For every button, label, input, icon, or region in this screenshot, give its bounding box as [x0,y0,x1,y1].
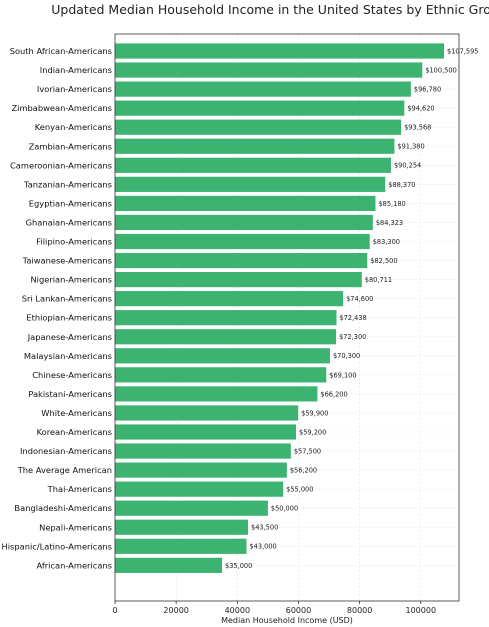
category-label: Sri Lankan-Americans [22,294,112,304]
bar [115,500,268,516]
category-label: Kenyan-Americans [35,122,112,132]
category-label: Thai-Americans [47,484,112,494]
bar-value-label: $84,323 [376,219,403,227]
x-axis-label: Median Household Income (USD) [221,616,353,625]
category-label: Bangladeshi-Americans [14,503,112,513]
x-tick-layer: 0 20000 40000 60000 80000 100000 [112,601,436,615]
x-tick-label: 40000 [225,606,250,615]
bar [115,176,386,192]
bar [115,195,376,211]
bar-layer [115,43,445,573]
category-label-layer: South African-Americans Indian-Americans I… [1,46,112,570]
category-label: Indian-Americans [40,65,112,75]
bar [115,310,337,326]
bar-value-label: $50,000 [271,505,298,513]
value-label-layer: $107,595 $100,500 $96,780 $94,620 $93,568 $91… [225,47,478,569]
category-label: Pakistani-Americans [28,389,112,399]
bar-value-label: $43,500 [251,524,278,532]
category-label: Ethiopian-Americans [26,313,112,323]
x-tick-label: 100000 [406,606,437,615]
bar-value-label: $83,300 [373,238,400,246]
bar-value-label: $100,500 [425,66,456,74]
category-label: Cameroonian-Americans [10,160,112,170]
category-label: Filipino-Americans [36,237,112,247]
category-label: Zimbabwean-Americans [11,103,112,113]
bar-value-label: $96,780 [414,86,441,94]
bar-value-label: $69,100 [329,371,356,379]
category-label: Taiwanese-Americans [22,256,112,266]
bar-value-label: $59,900 [301,409,328,417]
bar-value-label: $91,380 [397,143,424,151]
bar [115,424,297,440]
category-label: Malaysian-Americans [24,351,112,361]
category-label: Ivorian-Americans [37,84,112,94]
x-tick-label: 0 [112,606,117,615]
bar-value-label: $90,254 [394,162,421,170]
bar [115,405,299,421]
bar [115,81,411,97]
bar-value-label: $85,180 [378,200,405,208]
bar [115,138,395,154]
bar [115,443,291,459]
bar-value-label: $43,000 [249,543,276,551]
bar-value-label: $72,300 [339,333,366,341]
category-label: The Average American [17,465,112,475]
bar [115,100,405,116]
bar [115,367,327,383]
bar-value-label: $56,200 [290,467,317,475]
x-tick-label: 60000 [286,606,311,615]
category-label: Hispanic/Latino-Americans [1,541,112,551]
bar-value-label: $59,200 [299,428,326,436]
bar [115,43,445,59]
category-label: Japanese-Americans [27,332,112,342]
bar [115,214,373,231]
x-tick-label: 80000 [347,606,372,615]
bar [115,272,362,288]
category-label: Ghanaian-Americans [26,217,112,227]
bar-value-label: $66,200 [320,390,347,398]
category-label: Nepali-Americans [39,522,112,532]
x-tick-label: 20000 [163,606,188,615]
bar [115,291,344,307]
bar-value-label: $70,300 [333,352,360,360]
bar [115,386,318,402]
bar [115,348,330,364]
bar [115,557,223,573]
bar-value-label: $35,000 [225,562,252,570]
bar-value-label: $107,595 [447,47,478,55]
category-label: Zambian-Americans [29,141,112,151]
bar-value-label: $94,620 [407,105,434,113]
bar [115,519,249,535]
bar-value-label: $74,600 [346,295,373,303]
bar [115,62,423,78]
bar-value-label: $82,500 [370,257,397,265]
category-label: Indonesian-Americans [20,446,112,456]
category-label: South African-Americans [10,46,112,56]
category-label: Tanzanian-Americans [23,179,112,189]
bar-value-label: $72,438 [339,314,366,322]
bar-value-label: $93,568 [404,124,431,132]
bar-value-label: $57,500 [294,447,321,455]
bar-value-label: $80,711 [365,276,392,284]
bar [115,233,370,250]
category-label: Egyptian-Americans [29,198,112,208]
bar [115,462,287,478]
category-label: Korean-Americans [37,427,112,437]
bar-value-label: $55,000 [286,486,313,494]
bar [115,329,337,345]
category-label: White-Americans [41,408,112,418]
category-label: Nigerian-Americans [30,275,112,285]
category-label: Chinese-Americans [32,370,112,380]
chart-title: Updated Median Household Income in the U… [51,2,489,17]
bar [115,538,247,554]
bar [115,157,391,173]
bar-value-label: $88,370 [388,181,415,189]
bar [115,252,368,269]
category-label: African-Americans [36,560,112,570]
bar [115,119,402,135]
bar [115,481,284,497]
plot-frame [114,33,460,602]
